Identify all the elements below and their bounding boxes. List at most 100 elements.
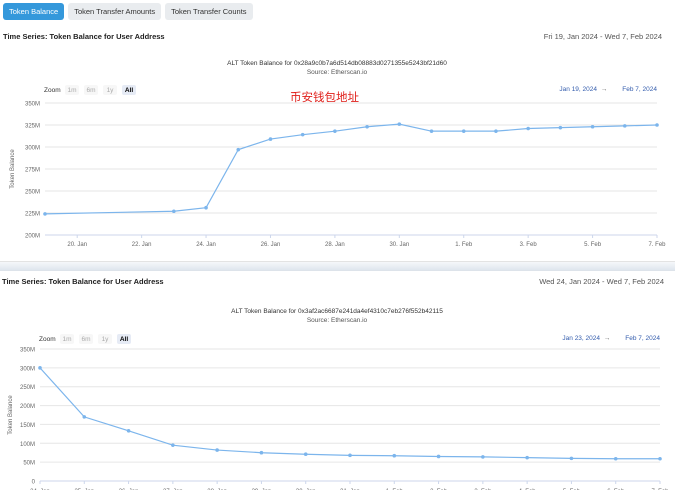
- panel-divider: [0, 262, 675, 270]
- zoom-button-label: All: [120, 336, 129, 343]
- zoom-button-all[interactable]: All: [117, 334, 131, 344]
- x-tick-label: 22. Jan: [132, 242, 152, 248]
- zoom-button-label: 1y: [107, 87, 115, 94]
- data-point: [268, 137, 273, 141]
- data-point: [126, 429, 131, 433]
- y-tick-label: 150M: [20, 423, 35, 429]
- zoom-button-bg: [60, 334, 74, 344]
- data-point: [303, 452, 308, 457]
- x-tick-label: 7. Feb: [648, 242, 666, 248]
- x-tick-label: 5. Feb: [584, 242, 602, 248]
- y-tick-label: 300M: [25, 146, 40, 152]
- zoom-button-6m[interactable]: 6m: [79, 334, 93, 344]
- zoom-button-1y[interactable]: 1y: [103, 85, 117, 95]
- data-point: [300, 132, 305, 137]
- zoom-controls: Zoom 1m 6m 1y All: [39, 334, 131, 344]
- range-selector: Jan 19, 2024 → Feb 7, 2024: [559, 86, 657, 93]
- y-axis-label: Token Balance: [8, 395, 14, 435]
- data-point: [526, 126, 530, 131]
- y-tick-label: 325M: [25, 124, 40, 130]
- panel-title: Time Series: Token Balance for User Addr…: [3, 32, 165, 41]
- zoom-button-bg: [117, 334, 131, 344]
- zoom-label: Zoom: [44, 87, 61, 94]
- zoom-button-label: 1y: [102, 336, 110, 343]
- zoom-button-6m[interactable]: 6m: [84, 85, 98, 95]
- x-tick-label: 20. Jan: [67, 242, 87, 248]
- zoom-label: Zoom: [39, 336, 56, 343]
- chart-title: ALT Token Balance for 0x3af2ac6687e241da…: [231, 308, 443, 315]
- tab-token-balance[interactable]: Token Balance: [3, 3, 65, 20]
- data-point: [215, 448, 219, 452]
- data-point: [461, 129, 466, 133]
- zoom-button-bg: [84, 85, 98, 95]
- tab-token-transfer-counts[interactable]: Token Transfer Counts: [165, 3, 253, 20]
- data-point: [348, 453, 352, 458]
- y-tick-label: 0: [32, 480, 36, 486]
- data-point: [333, 129, 337, 133]
- data-point: [558, 125, 563, 130]
- zoom-controls: Zoom 1m 6m 1y All: [44, 85, 136, 95]
- x-tick-label: 24. Jan: [196, 242, 216, 248]
- chart-subtitle: Source: Etherscan.io: [307, 69, 368, 76]
- zoom-button-label: 6m: [86, 87, 95, 94]
- y-tick-label: 225M: [25, 212, 40, 218]
- data-point: [38, 366, 42, 370]
- range-to-input: Feb 7, 2024: [625, 335, 660, 342]
- chart-subtitle: Source: Etherscan.io: [307, 317, 368, 324]
- y-tick-label: 250M: [25, 190, 40, 196]
- y-tick-label: 300M: [20, 366, 35, 372]
- token-balance-chart-1: ALT Token Balance for 0x28a9c0b7a6d514db…: [10, 60, 666, 248]
- zoom-button-label: 1m: [67, 87, 76, 94]
- x-tick-label: 28. Jan: [325, 242, 345, 248]
- data-point: [204, 205, 208, 210]
- zoom-button-bg: [65, 85, 79, 95]
- chart-panel-1: Time Series: Token Balance for User Addr…: [0, 26, 675, 262]
- x-tick-label: 30. Jan: [389, 242, 409, 248]
- data-point: [397, 122, 402, 126]
- zoom-button-label: 6m: [81, 336, 90, 343]
- zoom-button-1y[interactable]: 1y: [98, 334, 112, 344]
- y-tick-label: 250M: [20, 385, 35, 391]
- data-point: [613, 456, 618, 461]
- zoom-button-bg: [122, 85, 136, 95]
- chart-title: ALT Token Balance for 0x28a9c0b7a6d514db…: [227, 60, 447, 67]
- y-tick-label: 200M: [25, 234, 40, 240]
- y-tick-label: 350M: [20, 348, 35, 354]
- zoom-button-1m[interactable]: 1m: [65, 85, 79, 95]
- series-line: [39, 367, 660, 460]
- x-tick-label: 26. Jan: [261, 242, 281, 248]
- data-point: [43, 212, 47, 216]
- zoom-button-bg: [98, 334, 112, 344]
- range-from-input: Jan 23, 2024: [562, 335, 600, 342]
- panel-date-range: Wed 24, Jan 2024 - Wed 7, Feb 2024: [539, 277, 664, 286]
- y-tick-label: 50M: [23, 461, 35, 467]
- data-point: [622, 124, 627, 128]
- data-point: [392, 453, 397, 458]
- range-arrow: →: [601, 86, 608, 93]
- watermark-text: 币安钱包地址: [290, 90, 359, 104]
- zoom-button-1m[interactable]: 1m: [60, 334, 74, 344]
- zoom-button-bg: [79, 334, 93, 344]
- range-from-input: Jan 19, 2024: [559, 86, 597, 93]
- y-tick-label: 350M: [25, 102, 40, 108]
- token-balance-chart-2: ALT Token Balance for 0x3af2ac6687e241da…: [8, 308, 669, 490]
- data-point: [365, 124, 369, 129]
- tab-bar: Token Balance Token Transfer Amounts Tok…: [3, 3, 253, 20]
- range-arrow: →: [604, 335, 611, 342]
- data-point: [590, 124, 595, 129]
- tab-token-transfer-amounts[interactable]: Token Transfer Amounts: [68, 3, 162, 20]
- data-point: [172, 209, 176, 214]
- zoom-button-bg: [103, 85, 117, 95]
- y-tick-label: 200M: [20, 404, 35, 410]
- panel-date-range: Fri 19, Jan 2024 - Wed 7, Feb 2024: [543, 32, 662, 41]
- y-axis-label: Token Balance: [10, 149, 16, 189]
- y-tick-label: 275M: [25, 168, 40, 174]
- data-point: [569, 456, 574, 461]
- zoom-button-all[interactable]: All: [122, 85, 136, 95]
- x-tick-label: 3. Feb: [520, 242, 538, 248]
- y-tick-label: 100M: [20, 442, 35, 448]
- zoom-button-label: 1m: [62, 336, 71, 343]
- data-point: [171, 443, 175, 447]
- zoom-button-label: All: [125, 87, 134, 94]
- range-to-input: Feb 7, 2024: [622, 86, 657, 93]
